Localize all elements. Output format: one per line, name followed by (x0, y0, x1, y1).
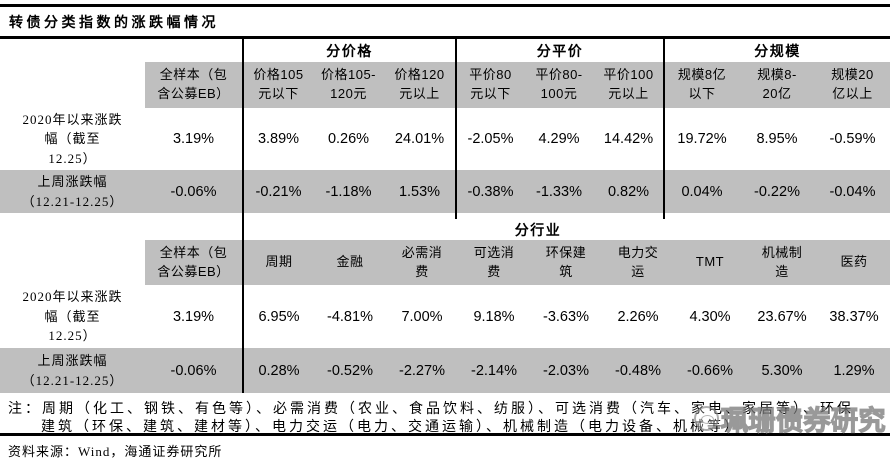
column-header: 环保建 筑 (530, 240, 602, 285)
value-cell: -0.06% (145, 170, 242, 213)
column-header: 规模8亿 以下 (663, 62, 739, 108)
column-header: TMT (674, 240, 746, 285)
value-cell: 19.72% (663, 108, 739, 170)
figure-title: 转债分类指数的涨跌幅情况 (9, 16, 219, 31)
column-header: 必需消 费 (386, 240, 458, 285)
value-cell: 38.37% (829, 308, 879, 325)
value-cell: 0.26% (327, 131, 370, 147)
group-by-parity: 分平价 (455, 39, 663, 62)
column-header: 电力交 运 (602, 240, 674, 285)
title-rule (0, 36, 890, 39)
top-rule (0, 4, 890, 7)
column-header: 规模20 亿以上 (815, 62, 890, 108)
group-by-size: 分规模 (663, 39, 890, 62)
value-cell: 2.26% (617, 308, 659, 325)
footnote-line-1: 注：周期（化工、钢铁、有色等）、必需消费（农业、食品饮料、纺服）、可选消费（汽车… (8, 402, 854, 417)
value-cell: 6.95% (242, 285, 314, 348)
value-cell: 5.30% (746, 348, 818, 393)
column-header: 可选消 费 (458, 240, 530, 285)
value-cell: 3.19% (172, 308, 215, 325)
table-price-parity-size: 分价格 分平价 分规模 全样本（包 含公募EB） 价格105 元以下 价格105… (0, 39, 890, 219)
row-label-last-week: 上周涨跌幅 （12.21-12.25） (0, 348, 145, 393)
value-cell: 24.01% (394, 131, 445, 147)
watermark-text: 珮珊债券研究 (720, 405, 886, 436)
value-cell: -0.06% (145, 348, 242, 393)
value-cell: -2.03% (530, 348, 602, 393)
value-cell: -0.22% (739, 170, 815, 213)
column-header-all-sample: 全样本（包 含公募EB） (145, 62, 242, 108)
value-cell: 3.19% (172, 131, 215, 147)
column-header: 平价100 元以上 (594, 62, 663, 108)
value-cell: 1.53% (384, 170, 455, 213)
value-cell: 14.42% (603, 131, 654, 147)
divider-stub (663, 213, 890, 219)
value-cell: 8.95% (756, 131, 798, 147)
column-header: 价格120 元以上 (384, 62, 455, 108)
row-label-last-week: 上周涨跌幅 （12.21-12.25） (0, 170, 145, 213)
value-cell: 7.00% (401, 308, 443, 325)
spacer-cell (0, 62, 145, 108)
column-header: 价格105 元以下 (242, 62, 313, 108)
value-cell: 1.29% (818, 348, 890, 393)
value-cell: -2.14% (458, 348, 530, 393)
divider-stub (242, 213, 455, 219)
value-cell: -0.21% (242, 170, 313, 213)
column-header: 平价80- 100元 (524, 62, 594, 108)
value-cell: -1.18% (313, 170, 384, 213)
value-cell: 0.28% (242, 348, 314, 393)
value-cell: 0.04% (663, 170, 739, 213)
table-industry: 分行业 全样本（包 含公募EB） 周期 金融 必需消 费 可选消 费 环保建 筑… (0, 219, 890, 393)
group-by-industry: 分行业 (242, 219, 890, 240)
value-cell: -0.04% (815, 170, 890, 213)
row-label-ytd: 2020年以来涨跌 幅（截至 12.25） (22, 289, 123, 344)
spacer-cell (0, 219, 242, 240)
column-header: 医药 (818, 240, 890, 285)
data-source: 资料来源：Wind，海通证券研究所 (8, 444, 223, 459)
column-header: 价格105- 120元 (313, 62, 384, 108)
value-cell: 23.67% (757, 308, 807, 325)
value-cell: -3.63% (543, 308, 589, 325)
column-header: 机械制 造 (746, 240, 818, 285)
value-cell: -0.59% (829, 131, 876, 147)
footnote-line-2: 建筑（环保、建筑、建材等）、电力交运（电力、交通运输）、机械制造（电力设备、机械… (41, 420, 741, 435)
value-cell: 0.82% (594, 170, 663, 213)
spacer-cell (0, 240, 145, 285)
value-cell: -0.52% (314, 348, 386, 393)
value-cell: 3.89% (242, 108, 313, 170)
value-cell: -0.48% (602, 348, 674, 393)
value-cell: -4.81% (327, 308, 373, 325)
value-cell: 4.29% (538, 131, 580, 147)
value-cell: -2.05% (455, 108, 524, 170)
spacer-cell (0, 39, 242, 62)
source-rule (0, 433, 890, 436)
column-header: 平价80 元以下 (455, 62, 524, 108)
value-cell: 9.18% (473, 308, 515, 325)
value-cell: 4.30% (689, 308, 731, 325)
value-cell: -2.27% (386, 348, 458, 393)
column-header: 金融 (314, 240, 386, 285)
divider-stub (455, 213, 663, 219)
column-header-all-sample: 全样本（包 含公募EB） (145, 240, 242, 285)
column-header: 周期 (242, 240, 314, 285)
column-header: 规模8- 20亿 (739, 62, 815, 108)
value-cell: -0.38% (455, 170, 524, 213)
row-label-ytd: 2020年以来涨跌 幅（截至 12.25） (22, 111, 123, 166)
watermark: 珮珊债券研究 (694, 399, 886, 438)
value-cell: -0.66% (674, 348, 746, 393)
group-by-price: 分价格 (242, 39, 455, 62)
value-cell: -1.33% (524, 170, 594, 213)
watermark-logo-icon (694, 406, 719, 431)
